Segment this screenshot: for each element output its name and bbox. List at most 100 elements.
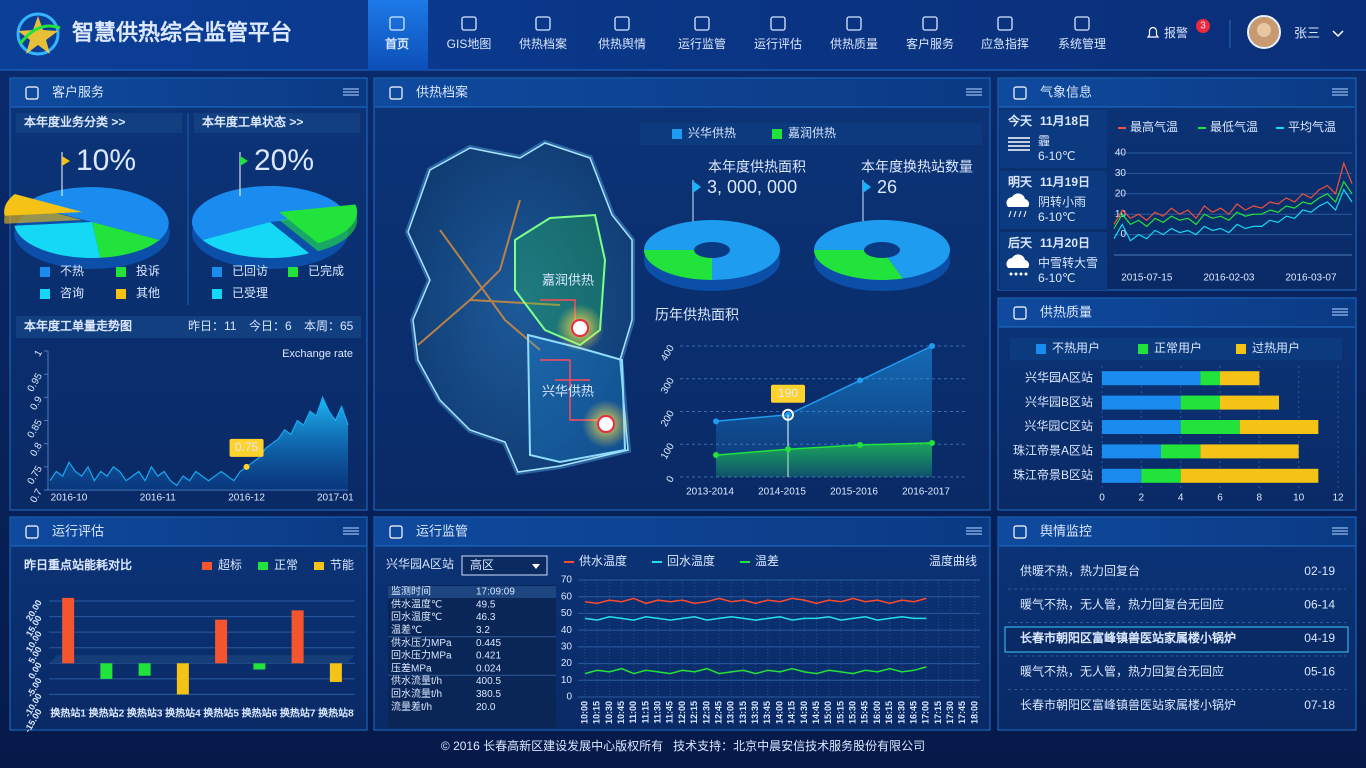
- bar-segment: [1239, 420, 1319, 434]
- opinion-text[interactable]: 供暖不热，热力回复台: [1020, 563, 1140, 578]
- y-tick-label: 30: [561, 641, 573, 652]
- x-tick-label: 16:00: [872, 701, 882, 724]
- legend-swatch: [212, 267, 222, 277]
- x-tick-label: 换热站6: [242, 707, 278, 720]
- panel-title: 供热质量: [1040, 304, 1092, 319]
- nav-icon: [997, 16, 1013, 31]
- opinion-text[interactable]: 暖气不热，无人管，热力回复台无回应: [1020, 597, 1224, 612]
- nav-item[interactable]: 供热舆情: [598, 36, 646, 51]
- opinion-text[interactable]: 暖气不热，无人管，热力回复台无回应: [1020, 664, 1224, 679]
- bar: [176, 663, 189, 695]
- x-tick-label: 10:45: [616, 701, 626, 724]
- table-cell: 供水流量t/h: [391, 674, 442, 687]
- donut-title: 本年度供热面积: [708, 159, 806, 175]
- table-cell: 回水流量t/h: [391, 687, 442, 700]
- panel-title: 气象信息: [1040, 84, 1092, 99]
- table-cell: 供水压力MPa: [391, 636, 452, 649]
- legend-label: 咨询: [60, 285, 84, 300]
- x-tick-label: 换热站3: [127, 707, 163, 720]
- legend-label: 节能: [330, 558, 354, 572]
- opinion-text[interactable]: 长春市朝阳区富峰镇兽医站家属楼小锅炉: [1020, 630, 1236, 645]
- panel-header: [999, 518, 1355, 546]
- weather-icon: [1006, 193, 1030, 207]
- legend-label: 回水温度: [667, 553, 715, 568]
- y-tick-label: 0: [1120, 229, 1126, 240]
- stat: 本周：65: [304, 319, 354, 333]
- legend-label: 最高气温: [1130, 119, 1178, 134]
- weather-icon: [1019, 272, 1023, 276]
- opinion-text[interactable]: 长春市朝阳区富峰镇兽医站家属楼小锅炉: [1020, 697, 1236, 712]
- x-tick-label: 15:15: [835, 701, 845, 724]
- subtitle-bar: [194, 113, 360, 133]
- legend-swatch: [116, 289, 126, 299]
- panel-title: 舆情监控: [1040, 523, 1092, 538]
- x-tick-label: 13:00: [726, 701, 736, 724]
- area-line: [715, 345, 933, 423]
- user-name[interactable]: 张三: [1294, 25, 1320, 40]
- nav-item[interactable]: 运行监管: [678, 36, 726, 51]
- day-date: 11月19日: [1040, 175, 1090, 189]
- donut-hole: [864, 242, 900, 258]
- temperature-line: [1113, 161, 1353, 225]
- pie-slice: [14, 222, 101, 259]
- chart-title: 历年供热面积: [655, 307, 739, 323]
- x-tick-label: 15:45: [860, 701, 870, 724]
- bar-segment: [1220, 395, 1279, 410]
- zone-value: 高区: [470, 557, 494, 572]
- weather-icon: [1009, 272, 1013, 276]
- x-tick-label: 11:15: [640, 701, 650, 724]
- pie-slice: [191, 185, 347, 240]
- day-temp: 6-10℃: [1038, 271, 1076, 285]
- x-tick-label: 2016-12: [228, 493, 265, 504]
- annotation-dot: [243, 463, 250, 470]
- x-tick-label: 换热站7: [280, 707, 316, 720]
- nav-icon: [389, 16, 405, 31]
- y-tick-label: 60: [561, 591, 573, 602]
- subtitle-bar: [16, 113, 182, 133]
- x-tick-label: 2015-2016: [830, 487, 878, 498]
- x-tick-label: 2016-2017: [902, 487, 950, 498]
- x-tick-label: 2016-11: [140, 493, 176, 504]
- panel-title: 客户服务: [52, 84, 104, 99]
- nav-item[interactable]: 首页: [385, 36, 409, 51]
- legend-bar: [1010, 338, 1342, 360]
- x-tick-label: 11:45: [665, 701, 675, 724]
- logo: [16, 12, 61, 56]
- nav-icon: [694, 16, 710, 31]
- legend-swatch: [40, 267, 50, 277]
- label-flag: [693, 181, 701, 193]
- table-cell: 压差MPa: [391, 661, 432, 674]
- legend-swatch: [288, 267, 298, 277]
- legend-label: 不热用户: [1052, 340, 1100, 355]
- legend-label: 已回访: [232, 264, 268, 278]
- hotspot: [597, 415, 615, 433]
- y-tick-label: 30: [1115, 168, 1127, 179]
- point: [713, 418, 719, 425]
- x-tick-label: 14:00: [774, 701, 784, 724]
- nav-item[interactable]: 运行评估: [754, 37, 802, 51]
- alarm-count: 3: [1200, 21, 1206, 32]
- x-tick-label: 12:00: [677, 701, 687, 724]
- table-cell: 流量差t/h: [391, 700, 432, 713]
- bar-segment: [1180, 395, 1220, 410]
- table-cell: 20.0: [476, 702, 496, 713]
- zone-select[interactable]: [461, 555, 548, 576]
- nav-item[interactable]: 应急指挥: [981, 36, 1029, 51]
- nav-item[interactable]: GIS地图: [447, 37, 492, 51]
- alarm-label[interactable]: 报警: [1164, 25, 1188, 40]
- legend-label: 已受理: [232, 286, 268, 300]
- legend-swatch: [772, 129, 782, 139]
- label-flag: [240, 156, 248, 166]
- table-cell: 供水温度℃: [391, 597, 442, 610]
- stat: 今日：6: [249, 318, 292, 333]
- nav-item[interactable]: 系统管理: [1058, 36, 1106, 51]
- nav-item[interactable]: 供热档案: [519, 36, 567, 51]
- weather-icon: [1018, 210, 1022, 218]
- x-tick-label: 0: [1099, 493, 1105, 504]
- table-cell: 0.024: [476, 663, 501, 674]
- nav-item[interactable]: 供热质量: [830, 37, 878, 51]
- table-cell: 3.2: [476, 625, 490, 636]
- opinion-date: 05-16: [1304, 665, 1335, 679]
- x-tick-label: 换热站8: [318, 707, 354, 720]
- nav-item[interactable]: 客户服务: [906, 36, 954, 51]
